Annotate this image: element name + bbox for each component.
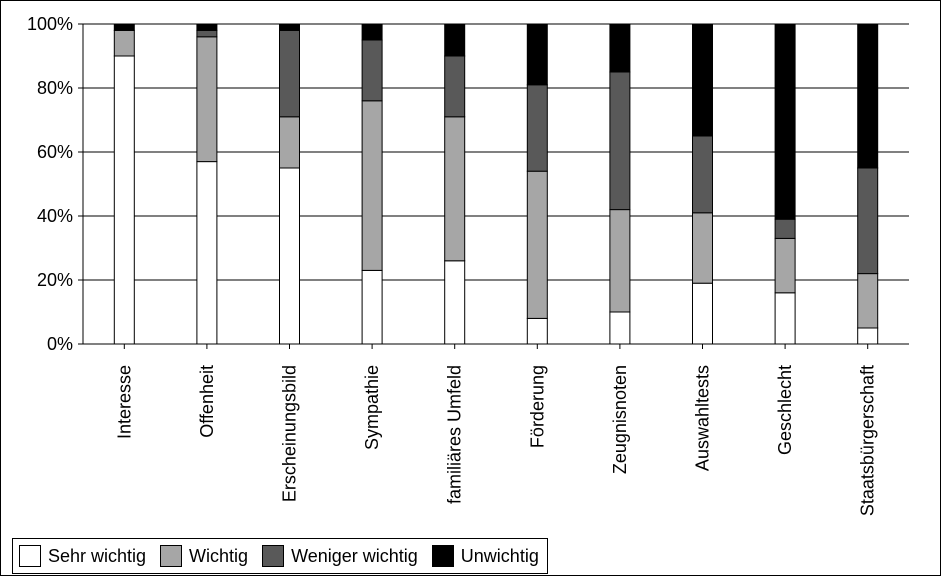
x-category-label: Interesse xyxy=(114,365,134,439)
y-tick-label: 60% xyxy=(37,142,73,162)
bar-segment-unwichtig xyxy=(609,23,631,73)
x-category-label: familiäres Umfeld xyxy=(445,365,465,504)
bar-segment-wichtig xyxy=(609,209,631,313)
x-category-label: Förderung xyxy=(527,365,547,448)
bar-segment-sehr-wichtig xyxy=(196,161,218,345)
legend-label: Weniger wichtig xyxy=(291,545,418,566)
legend-item: Unwichtig xyxy=(431,545,539,567)
bar-segment-wichtig xyxy=(113,29,135,57)
bar-segment-weniger-wichtig xyxy=(692,135,713,214)
x-category-label: Erscheinungsbild xyxy=(280,365,300,502)
bar-segment-unwichtig xyxy=(692,23,713,137)
bar-segment-unwichtig xyxy=(774,23,796,220)
legend-item: Wichtig xyxy=(160,545,248,567)
y-tick-label: 80% xyxy=(37,78,73,98)
bar-segment-weniger-wichtig xyxy=(526,84,548,172)
bar-segment-weniger-wichtig xyxy=(361,39,383,102)
bar-segment-unwichtig xyxy=(444,23,466,57)
legend-swatch xyxy=(262,545,285,567)
bar-segment-weniger-wichtig xyxy=(857,167,879,275)
bar-segment-weniger-wichtig xyxy=(444,55,466,118)
x-category-label: Offenheit xyxy=(197,365,217,438)
bar-segment-sehr-wichtig xyxy=(857,327,879,345)
bar-segment-unwichtig xyxy=(361,23,383,41)
bar-segment-weniger-wichtig xyxy=(609,71,631,211)
bar-segment-wichtig xyxy=(774,237,796,294)
x-category-label: Staatsbürgerschaft xyxy=(858,365,878,516)
chart-legend: Sehr wichtig Wichtig Weniger wichtig Unwich… xyxy=(12,538,548,574)
bar-segment-sehr-wichtig xyxy=(526,317,548,345)
bar-segment-wichtig xyxy=(361,100,383,271)
legend-item: Weniger wichtig xyxy=(262,545,418,567)
x-category-label: Geschlecht xyxy=(775,365,795,455)
bar-segment-sehr-wichtig xyxy=(609,311,631,345)
bar-segment-unwichtig xyxy=(279,23,300,31)
legend-swatch xyxy=(19,545,41,567)
x-category-label: Auswahltests xyxy=(693,365,713,471)
bar-segment-wichtig xyxy=(444,116,466,262)
legend-swatch xyxy=(431,545,454,567)
bar-segment-sehr-wichtig xyxy=(113,55,135,345)
legend-item: Sehr wichtig xyxy=(19,545,146,567)
x-category-label: Zeugnisnoten xyxy=(610,365,630,474)
legend-label: Wichtig xyxy=(189,545,249,566)
y-tick-label: 40% xyxy=(37,206,73,226)
bar-segment-wichtig xyxy=(279,116,300,169)
bar-segment-sehr-wichtig xyxy=(444,260,466,345)
bar-segment-unwichtig xyxy=(196,23,218,31)
bar-segment-unwichtig xyxy=(526,23,548,86)
bar-segment-wichtig xyxy=(692,212,713,284)
y-tick-label: 20% xyxy=(37,270,73,290)
legend-swatch xyxy=(160,545,183,567)
bar-segment-sehr-wichtig xyxy=(279,167,300,345)
y-tick-label: 100% xyxy=(27,14,73,34)
bar-segment-weniger-wichtig xyxy=(196,29,218,38)
bar-segment-sehr-wichtig xyxy=(774,292,796,345)
bar-segment-unwichtig xyxy=(857,23,879,169)
bar-segment-wichtig xyxy=(196,36,218,163)
y-tick-label: 0% xyxy=(47,334,73,354)
bar-segment-weniger-wichtig xyxy=(774,218,796,239)
bar-segment-sehr-wichtig xyxy=(692,282,713,345)
bar-segment-sehr-wichtig xyxy=(361,269,383,345)
bar-segment-wichtig xyxy=(857,273,879,329)
bar-segment-unwichtig xyxy=(113,23,135,31)
bar-segment-weniger-wichtig xyxy=(279,29,300,118)
legend-label: Unwichtig xyxy=(460,545,539,566)
bar-segment-wichtig xyxy=(526,170,548,319)
legend-label: Sehr wichtig xyxy=(48,545,147,566)
x-category-label: Sympathie xyxy=(362,365,382,450)
